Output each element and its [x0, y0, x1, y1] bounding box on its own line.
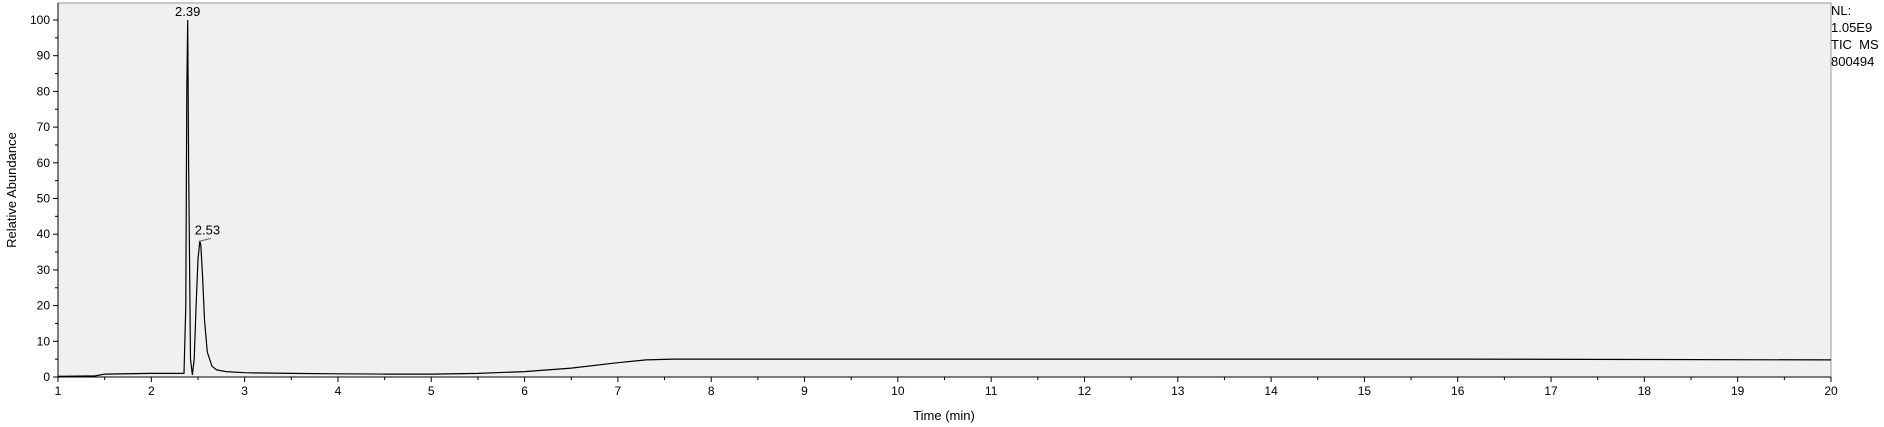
x-tick-label: 2: [148, 384, 155, 398]
y-tick-label: 50: [37, 192, 51, 206]
x-tick-label: 8: [708, 384, 715, 398]
peak-annotations: 2.39 2.53: [175, 4, 220, 242]
x-tick-label: 17: [1544, 384, 1558, 398]
x-tick-label: 15: [1358, 384, 1372, 398]
y-tick-label: 30: [37, 263, 51, 277]
nl-value: 1.05E9: [1831, 20, 1873, 35]
peak-label-marker: [198, 237, 211, 242]
y-tick-label: 10: [37, 334, 51, 348]
y-tick-label: 100: [30, 13, 50, 27]
y-tick-label: 90: [37, 49, 51, 63]
plot-area: [57, 2, 1832, 378]
y-axis-title: Relative Abundance: [4, 132, 19, 248]
x-tick-label: 1: [55, 384, 62, 398]
x-tick-label: 3: [241, 384, 248, 398]
x-tick-label: 14: [1264, 384, 1278, 398]
normalization-panel: NL: 1.05E9 TIC MS 800494: [1831, 2, 1879, 70]
y-tick-label: 0: [43, 370, 50, 384]
y-tick-label: 60: [37, 156, 51, 170]
nl-label: NL:: [1831, 3, 1852, 18]
scan-number: 800494: [1831, 54, 1875, 69]
x-tick-label: 20: [1824, 384, 1838, 398]
x-tick-label: 18: [1638, 384, 1652, 398]
x-tick-label: 12: [1078, 384, 1092, 398]
x-tick-label: 11: [985, 384, 998, 398]
y-tick-label: 80: [37, 84, 51, 98]
x-tick-label: 10: [891, 384, 905, 398]
x-tick-label: 13: [1171, 384, 1185, 398]
y-axis-ticks: 0 10 20 30 40 50 60 70 80 90 100: [30, 13, 58, 384]
tic-trace-line: [57, 19, 1832, 377]
x-axis-title: Time (min): [913, 408, 975, 423]
x-tick-label: 5: [428, 384, 435, 398]
scan-filter: TIC MS: [1831, 37, 1879, 52]
peak-label: 2.53: [195, 222, 220, 237]
peak-label: 2.39: [175, 4, 200, 19]
x-tick-label: 16: [1451, 384, 1465, 398]
y-tick-label: 40: [37, 227, 51, 241]
y-tick-label: 20: [37, 299, 51, 313]
x-axis-ticks: 1 2 3 4 5 6 7 8 9 10 11 12 13 14 15 16 17 18 19 20: [55, 377, 1838, 398]
y-tick-label: 70: [37, 120, 51, 134]
x-tick-label: 9: [801, 384, 808, 398]
x-tick-label: 7: [615, 384, 622, 398]
x-tick-label: 19: [1731, 384, 1745, 398]
x-tick-label: 4: [335, 384, 342, 398]
x-tick-label: 6: [521, 384, 528, 398]
